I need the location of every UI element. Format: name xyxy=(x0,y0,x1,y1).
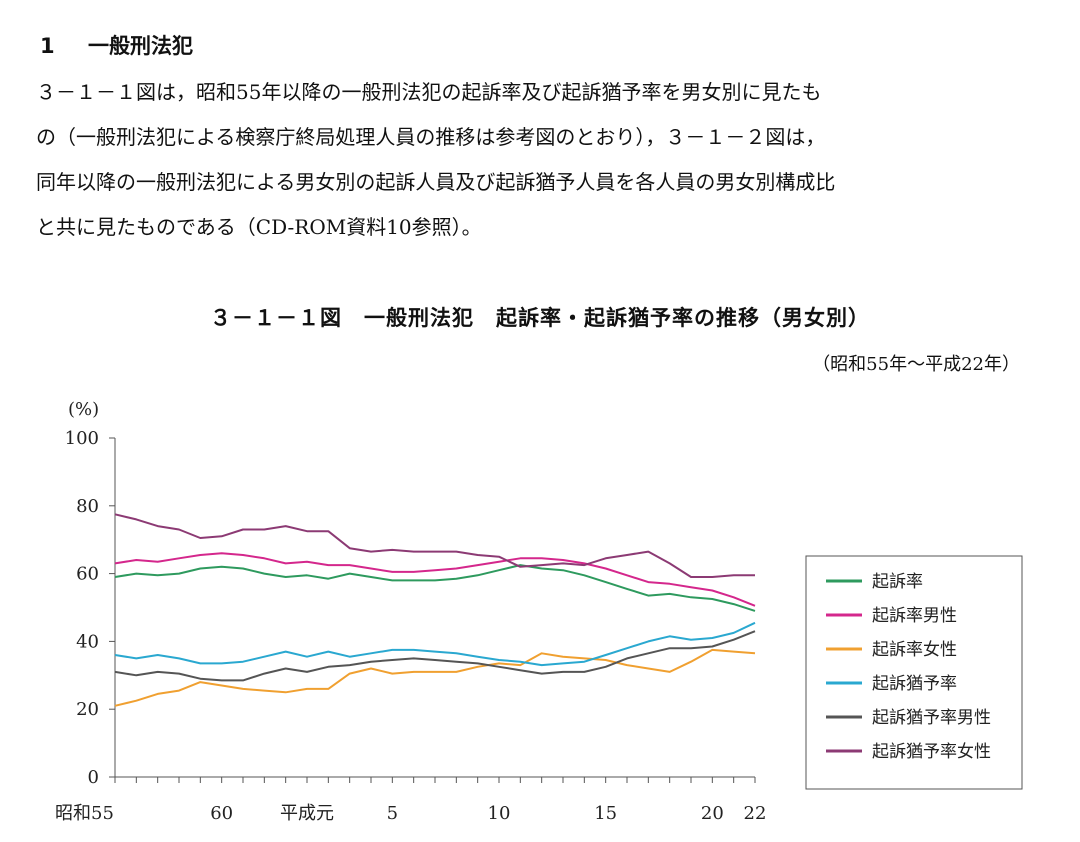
chart-axes: 0 20 40 60 80 100 昭和55 60 平成元 5 10 15 20 22 xyxy=(55,428,766,824)
paragraph-line-2: の（一般刑法犯による検察庁終局処理人員の推移は参考図のとおり），３－１－２図は， xyxy=(36,125,826,149)
paragraph-line-3: 同年以降の一般刑法犯による男女別の起訴人員及び起訴猶予人員を各人員の男女別構成比 xyxy=(36,170,836,194)
series-line-4 xyxy=(114,621,756,667)
x-tick-label: 5 xyxy=(387,803,398,824)
section-number: 1 xyxy=(40,34,55,58)
y-tick-label: 60 xyxy=(76,564,99,585)
legend-label: 起訴猶予率 xyxy=(872,674,957,694)
x-tick-label: 昭和55 xyxy=(55,803,114,824)
section-heading: 1 一般刑法犯 xyxy=(40,30,193,60)
y-tick-label: 40 xyxy=(76,631,99,652)
x-tick-label: 15 xyxy=(594,803,617,824)
y-tick-label: 0 xyxy=(88,767,99,788)
y-axis-unit-label: (%) xyxy=(68,399,99,420)
series-line-6 xyxy=(114,513,755,578)
section-title: 一般刑法犯 xyxy=(88,34,193,58)
y-tick-label: 20 xyxy=(76,699,99,720)
chart-series-lines xyxy=(114,513,756,707)
x-tick-label: 20 xyxy=(701,803,724,824)
series-line-2 xyxy=(114,552,756,607)
y-tick-label: 100 xyxy=(65,428,99,449)
x-tick-label: 60 xyxy=(210,803,233,824)
series-line-3 xyxy=(114,648,756,707)
series-line-1 xyxy=(114,564,756,612)
figure-title: ３－１－１図 一般刑法犯 起訴率・起訴猶予率の推移（男女別） xyxy=(210,306,870,330)
x-tick-label: 平成元 xyxy=(280,803,334,824)
series-line-5 xyxy=(114,630,756,682)
x-tick-label: 22 xyxy=(744,803,767,824)
legend-label: 起訴率女性 xyxy=(872,640,957,660)
y-tick-label: 80 xyxy=(76,496,99,517)
x-tick-label: 10 xyxy=(488,803,511,824)
legend-label: 起訴猶予率男性 xyxy=(872,708,991,728)
body-paragraph: ３－１－１図は，昭和55年以降の一般刑法犯の起訴率及び起訴猶予率を男女別に見たも… xyxy=(36,70,1046,250)
paragraph-line-4: と共に見たものである（CD-ROM資料10参照）。 xyxy=(36,215,482,239)
legend-label: 起訴率 xyxy=(872,572,923,592)
legend-label: 起訴猶予率女性 xyxy=(872,742,991,762)
paragraph-line-1: ３－１－１図は，昭和55年以降の一般刑法犯の起訴率及び起訴猶予率を男女別に見たも xyxy=(36,80,822,104)
legend-label: 起訴率男性 xyxy=(872,606,957,626)
figure-period: （昭和55年～平成22年） xyxy=(812,354,1020,375)
